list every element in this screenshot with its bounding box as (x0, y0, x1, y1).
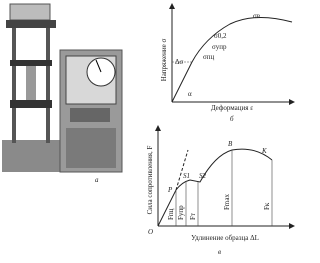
annotation: P (167, 186, 173, 194)
annotation: Fк (263, 202, 271, 210)
y-axis-label: Сила сопротивления, F (146, 146, 154, 215)
annotation: B (228, 140, 233, 148)
machine-photo (2, 4, 122, 172)
page: а Напряжение σ Деформация ε б σв σ0,2 σу… (0, 0, 320, 263)
annotation: O (148, 228, 153, 236)
annotation: Fупр (177, 205, 185, 220)
annotation: S2 (199, 172, 207, 180)
annotation: Δσ (175, 58, 184, 66)
annotation: Fпц (167, 208, 175, 220)
annotation: Fmax (223, 194, 231, 210)
annotation: σпц (203, 53, 215, 61)
x-axis-label: Деформация ε (211, 104, 253, 112)
annotation: K (261, 147, 267, 155)
panel-label: б (230, 115, 234, 123)
x-axis-label: Удлинение образца ΔL (191, 234, 259, 242)
y-axis-label: Напряжение σ (160, 39, 168, 82)
annotation: σ0,2 (214, 32, 227, 40)
panel-label: а (95, 176, 99, 184)
annotation: Fт (189, 213, 197, 220)
annotation: σупр (212, 43, 227, 51)
curve (158, 149, 272, 226)
annotation: α (188, 90, 192, 98)
annotation: σв (253, 12, 261, 20)
annotation: S1 (183, 172, 190, 180)
figure: а Напряжение σ Деформация ε б σв σ0,2 σу… (0, 0, 298, 263)
panel-label: в (218, 248, 221, 256)
